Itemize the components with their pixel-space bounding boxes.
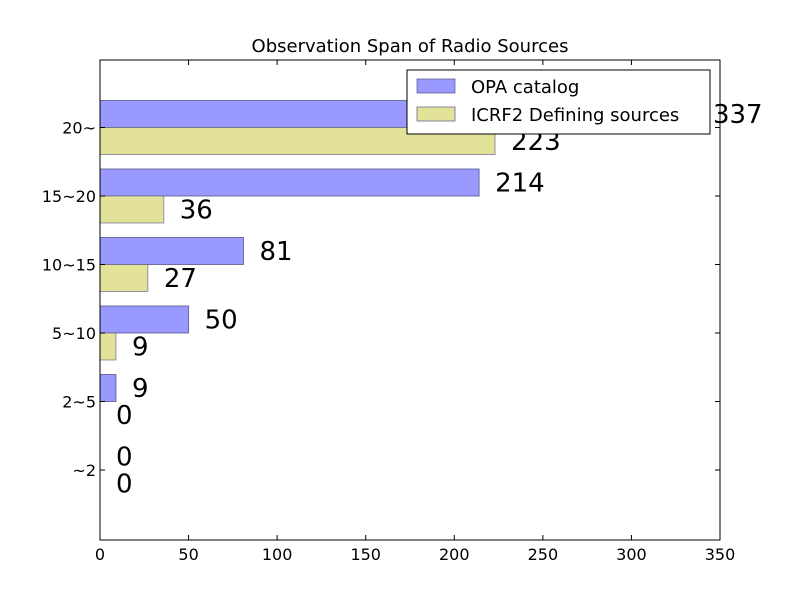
x-tick-label-0: 0	[95, 545, 105, 564]
y-tick-label-4: 15~20	[42, 187, 96, 206]
data-label-icrf2-3: 27	[164, 264, 197, 294]
y-tick-label-1: 2~5	[62, 393, 96, 412]
y-tick-label-3: 10~15	[42, 256, 96, 275]
data-label-icrf2-1: 0	[116, 401, 133, 431]
bar-icrf2-3	[99, 264, 149, 292]
bar-icrf2-4	[99, 195, 165, 224]
y-tick-label-0: ~2	[72, 461, 96, 480]
bars-layer	[99, 100, 698, 402]
x-tick-label-2: 100	[262, 545, 293, 564]
x-tick-label-3: 150	[350, 545, 381, 564]
bar-opa-4	[99, 168, 480, 197]
legend-label-1: ICRF2 Defining sources	[471, 105, 679, 126]
legend-label-0: OPA catalog	[471, 77, 579, 98]
x-tick-label-4: 200	[439, 545, 470, 564]
legend-swatch-1	[416, 106, 456, 122]
bar-opa-1	[99, 374, 117, 402]
data-label-opa-4: 214	[495, 169, 545, 199]
x-tick-label-7: 350	[705, 545, 736, 564]
x-tick-label-6: 300	[616, 545, 647, 564]
data-label-opa-5: 337	[713, 100, 763, 130]
plot-frame	[99, 59, 721, 541]
legend-swatch-0	[416, 78, 456, 94]
data-label-icrf2-2: 9	[132, 333, 149, 363]
data-label-opa-1: 9	[132, 374, 149, 404]
bar-icrf2-2	[99, 332, 117, 361]
bar-opa-2	[99, 305, 190, 334]
legend-box	[406, 69, 711, 135]
data-label-opa-2: 50	[205, 306, 238, 336]
data-label-icrf2-4: 36	[180, 196, 213, 226]
x-tick-label-1: 50	[178, 545, 198, 564]
data-label-icrf2-0: 0	[116, 470, 133, 500]
data-label-opa-3: 81	[259, 237, 292, 267]
y-tick-label-5: 20~	[62, 119, 96, 138]
x-axis: 0 50 100 150 200 250 300 350	[95, 60, 735, 564]
y-axis: ~2 2~5 5~10 10~15 15~20 20~	[42, 119, 720, 480]
data-label-opa-0: 0	[116, 443, 133, 473]
bar-opa-3	[99, 237, 244, 265]
chart-title: Observation Span of Radio Sources	[252, 36, 569, 57]
legend: OPA catalog ICRF2 Defining sources	[406, 69, 711, 135]
x-tick-label-5: 250	[528, 545, 559, 564]
y-tick-label-2: 5~10	[52, 324, 96, 343]
